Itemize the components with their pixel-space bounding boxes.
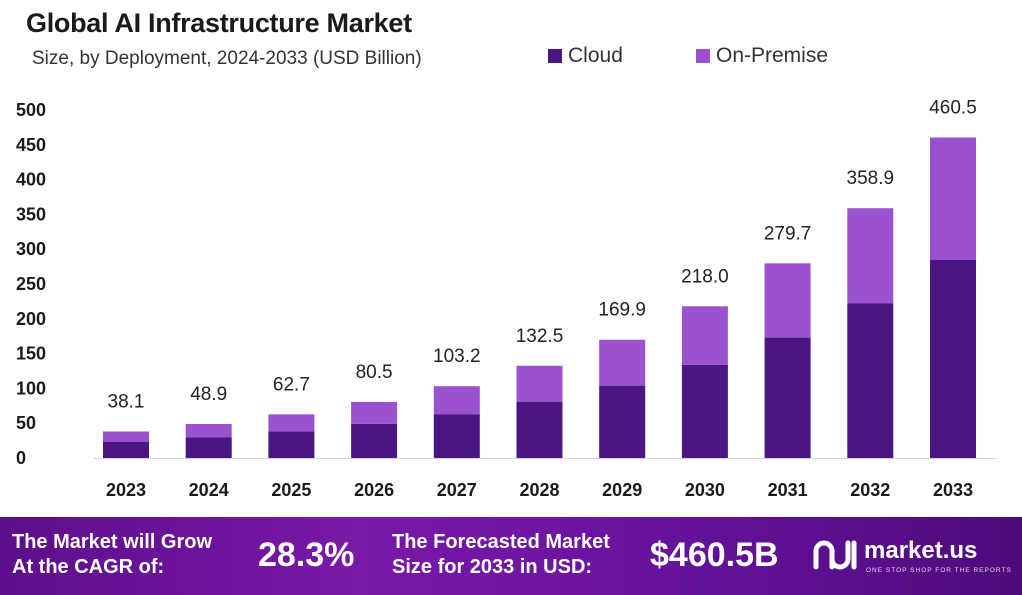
x-tick-label: 2025 bbox=[271, 480, 311, 500]
bar-total-label: 218.0 bbox=[681, 266, 729, 287]
bar-total-label: 460.5 bbox=[929, 97, 977, 118]
bar-on-premise-2032 bbox=[847, 208, 894, 304]
bar-on-premise-2025 bbox=[268, 414, 315, 432]
x-tick-label: 2024 bbox=[189, 480, 229, 500]
x-tick-label: 2026 bbox=[354, 480, 394, 500]
y-tick-label: 450 bbox=[16, 135, 46, 155]
x-tick-label: 2029 bbox=[602, 480, 642, 500]
y-tick-label: 50 bbox=[16, 413, 36, 433]
bar-on-premise-2024 bbox=[185, 423, 232, 438]
bar-cloud-2026 bbox=[351, 423, 398, 458]
brand-tagline: ONE STOP SHOP FOR THE REPORTS bbox=[866, 567, 1012, 574]
forecast-label-line2: Size for 2033 in USD: bbox=[392, 556, 593, 578]
y-tick-label: 150 bbox=[16, 344, 46, 364]
stacked-bar-chart: 0 50 100 150 200 250 300 350 400 450 500 38.1 2023 48… bbox=[16, 97, 996, 500]
legend-label-cloud: Cloud bbox=[568, 44, 623, 67]
y-tick-label: 500 bbox=[16, 100, 46, 120]
y-tick-label: 250 bbox=[16, 274, 46, 294]
bar-on-premise-2031 bbox=[764, 263, 811, 338]
bar-on-premise-2033 bbox=[930, 137, 976, 260]
cagr-label-line1: The Market will Grow bbox=[12, 531, 213, 553]
forecast-label-line1: The Forecasted Market bbox=[392, 531, 610, 553]
cagr-value: 28.3% bbox=[258, 536, 355, 574]
bar-cloud-2031 bbox=[764, 337, 811, 458]
bar-on-premise-2029 bbox=[599, 339, 646, 386]
bar-cloud-2033 bbox=[930, 259, 976, 458]
footer-banner: The Market will Grow At the CAGR of: 28.… bbox=[0, 517, 1022, 595]
legend-item-cloud: Cloud bbox=[548, 44, 696, 68]
market-us-logo-icon bbox=[813, 540, 857, 570]
chart-title: Global AI Infrastructure Market bbox=[26, 8, 412, 38]
bar-total-label: 38.1 bbox=[108, 391, 145, 412]
cagr-label: The Market will Grow At the CAGR of: bbox=[12, 530, 212, 580]
bar-cloud-2025 bbox=[268, 431, 315, 458]
forecast-value: $460.5B bbox=[650, 536, 779, 574]
bar-total-label: 132.5 bbox=[516, 326, 564, 347]
bar-on-premise-2028 bbox=[516, 365, 563, 402]
bar-on-premise-2030 bbox=[681, 306, 728, 365]
legend-swatch-cloud bbox=[548, 49, 562, 63]
bar-total-label: 169.9 bbox=[598, 300, 646, 321]
bar-total-label: 358.9 bbox=[847, 168, 895, 189]
chart-legend: Cloud On-Premise bbox=[548, 44, 844, 68]
brand-name: market.us bbox=[864, 537, 978, 564]
legend-item-on-premise: On-Premise bbox=[696, 44, 844, 68]
chart-subtitle: Size, by Deployment, 2024-2033 (USD Bill… bbox=[32, 48, 422, 69]
bar-total-label: 279.7 bbox=[764, 223, 812, 244]
bar-cloud-2029 bbox=[599, 385, 646, 458]
y-tick-label: 200 bbox=[16, 309, 46, 329]
bar-total-label: 80.5 bbox=[356, 362, 393, 383]
bar-cloud-2030 bbox=[681, 364, 728, 458]
y-tick-label: 100 bbox=[16, 378, 46, 398]
bar-cloud-2028 bbox=[516, 401, 563, 458]
y-tick-label: 0 bbox=[16, 448, 26, 468]
y-tick-label: 400 bbox=[16, 170, 46, 190]
forecast-label: The Forecasted Market Size for 2033 in U… bbox=[392, 530, 610, 580]
y-tick-label: 350 bbox=[16, 204, 46, 224]
x-tick-label: 2028 bbox=[519, 480, 559, 500]
bar-total-label: 103.2 bbox=[433, 346, 481, 367]
x-tick-label: 2033 bbox=[933, 480, 973, 500]
legend-swatch-on-premise bbox=[696, 49, 710, 63]
bar-on-premise-2023 bbox=[103, 431, 149, 442]
x-tick-label: 2023 bbox=[106, 480, 146, 500]
bar-cloud-2032 bbox=[847, 303, 894, 458]
x-tick-label: 2032 bbox=[850, 480, 890, 500]
x-tick-label: 2031 bbox=[768, 480, 808, 500]
bar-cloud-2027 bbox=[433, 414, 480, 458]
bar-on-premise-2026 bbox=[351, 401, 398, 424]
bar-total-label: 48.9 bbox=[190, 384, 227, 405]
bar-cloud-2024 bbox=[185, 437, 232, 458]
bar-on-premise-2027 bbox=[433, 386, 480, 415]
legend-label-on-premise: On-Premise bbox=[716, 44, 829, 67]
bar-total-label: 62.7 bbox=[273, 374, 310, 395]
y-tick-label: 300 bbox=[16, 239, 46, 259]
bar-cloud-2023 bbox=[103, 441, 149, 458]
x-tick-label: 2027 bbox=[437, 480, 477, 500]
cagr-label-line2: At the CAGR of: bbox=[12, 556, 165, 578]
x-tick-label: 2030 bbox=[685, 480, 725, 500]
